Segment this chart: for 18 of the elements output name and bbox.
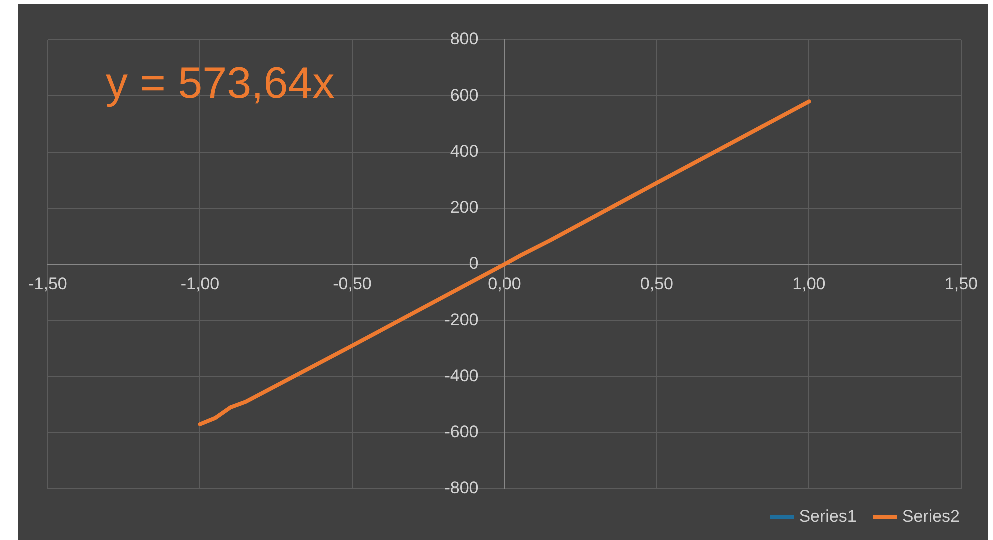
y-tick-label: 0 bbox=[469, 254, 479, 274]
x-tick-label: 1,00 bbox=[792, 274, 826, 294]
x-tick-label: 0,50 bbox=[640, 274, 674, 294]
x-tick-label: -1,50 bbox=[28, 274, 68, 294]
y-tick-label: -400 bbox=[444, 366, 479, 386]
x-tick-label: 1,50 bbox=[944, 274, 978, 294]
x-tick-label: -0,50 bbox=[333, 274, 372, 294]
y-tick-label: 200 bbox=[450, 198, 479, 218]
x-tick-label: -1,00 bbox=[180, 274, 220, 294]
y-tick-label: 400 bbox=[450, 142, 479, 161]
y-tick-label: 800 bbox=[450, 30, 479, 49]
y-tick-label: -600 bbox=[444, 422, 479, 442]
y-tick-label: 600 bbox=[450, 86, 479, 105]
legend-label: Series1 bbox=[799, 507, 857, 526]
annotation: y = 573,64x bbox=[106, 59, 335, 108]
legend-label: Series2 bbox=[902, 507, 960, 526]
y-tick-label: -800 bbox=[444, 478, 479, 498]
y-tick-label: -200 bbox=[444, 310, 479, 330]
